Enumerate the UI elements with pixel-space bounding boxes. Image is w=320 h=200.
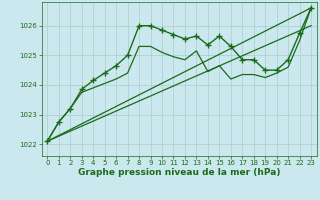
X-axis label: Graphe pression niveau de la mer (hPa): Graphe pression niveau de la mer (hPa) [78, 168, 280, 177]
